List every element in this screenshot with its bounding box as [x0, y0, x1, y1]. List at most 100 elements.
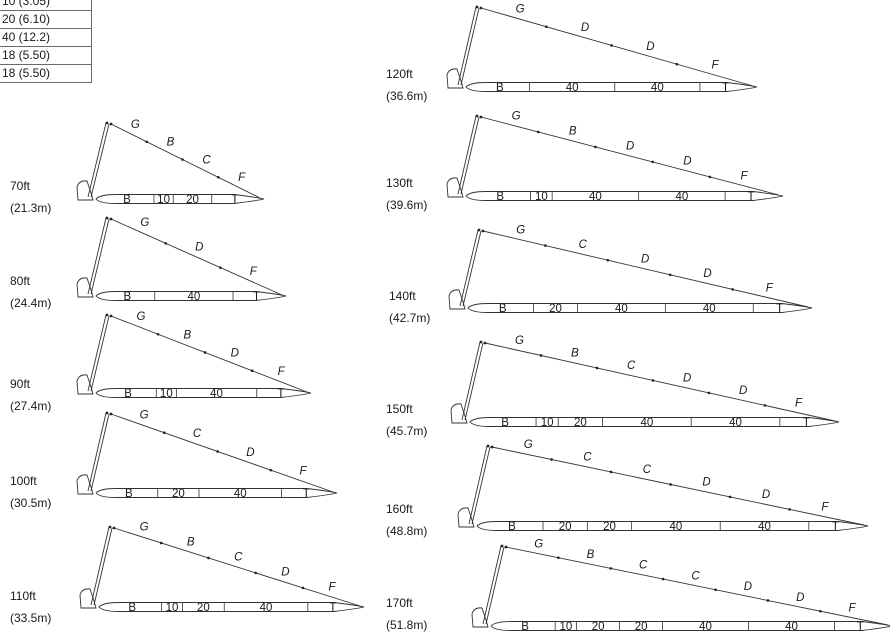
mast-line	[87, 122, 107, 198]
pendant-section-label: C	[579, 239, 588, 251]
crane-cab-icon	[76, 374, 94, 395]
pendant-section-label: G	[524, 439, 533, 451]
boom-segment-label: 40	[758, 521, 771, 533]
pendant-joint-dot	[728, 495, 732, 499]
pendant-line	[110, 123, 261, 199]
pendant-joint-dot	[207, 556, 210, 560]
crane-cab-icon	[76, 180, 94, 201]
mast-line	[90, 218, 110, 295]
boom-segment-label: 20	[549, 303, 562, 315]
boom-segment-label: B	[496, 191, 504, 203]
pendant-joint-dot	[544, 25, 548, 29]
boom-segment-label: 20	[635, 621, 648, 633]
mast-line	[87, 412, 107, 492]
mast-line	[90, 315, 110, 392]
pendant-section-label: C	[583, 452, 592, 464]
pendant-section-label: C	[691, 570, 700, 582]
pendant-section-label: D	[703, 268, 711, 280]
mast-line	[485, 546, 505, 625]
boom-length-m: (24.4m)	[10, 296, 51, 310]
pendant-joint-dot	[609, 470, 613, 474]
boom-length-ft: 70ft	[10, 179, 31, 193]
pendant-section-label: G	[515, 335, 524, 347]
legend-cell: 18 (5.50)	[0, 64, 92, 83]
pendant-section-label: D	[744, 581, 752, 593]
pendant-joint-dot	[159, 541, 163, 545]
pendant-joint-dot	[301, 586, 305, 590]
pendant-joint-dot	[269, 468, 273, 472]
pendant-line	[110, 218, 283, 296]
boom-segment-label: B	[499, 303, 507, 315]
pendant-joint-dot	[610, 44, 613, 47]
boom-segment-label: T	[857, 621, 864, 633]
mast-line	[90, 123, 110, 198]
mast-line	[471, 446, 491, 525]
boom-segment-label: 10	[541, 417, 554, 429]
boom-segment-label: 20	[574, 417, 587, 429]
boom-segment-label: B	[125, 488, 133, 500]
boom-body	[95, 388, 312, 398]
pendant-joint-dot	[651, 160, 654, 164]
boom-body	[95, 488, 338, 498]
boom-segment-label: 20	[172, 488, 185, 500]
boom-segment-label: T	[329, 602, 336, 614]
mast-line	[460, 116, 480, 195]
pendant-section-label: F	[250, 266, 258, 278]
boom-segment-label: T	[722, 82, 729, 94]
pendant-line	[110, 315, 308, 393]
pendant-section-label: F	[329, 581, 337, 593]
pendant-section-label: F	[711, 60, 719, 72]
boom-segment-label: T	[231, 194, 238, 206]
mast-head-dot	[500, 544, 504, 548]
boom-config-140: B 20 40 40 T G C D D F 140ft (42.7m)	[389, 224, 813, 325]
boom-segment-label: 40	[210, 388, 223, 400]
pendant-section-label: C	[193, 428, 202, 440]
boom-segment-label: B	[521, 621, 529, 633]
pendant-section-label: D	[683, 373, 691, 385]
mast-line	[93, 527, 113, 606]
boom-segment-label: 40	[699, 621, 712, 633]
boom-segment-label: 40	[670, 521, 683, 533]
pendant-line	[480, 7, 754, 87]
boom-body	[467, 303, 813, 313]
mast-line	[87, 217, 107, 295]
legend-cell: 40 (12.2)	[0, 28, 92, 47]
pendant-joint-dot	[156, 332, 160, 336]
boom-segment-label: 40	[785, 621, 798, 633]
pendant-line	[110, 413, 334, 493]
pendant-section-label: G	[516, 3, 525, 15]
boom-segment-label: T	[277, 388, 284, 400]
boom-segment-label: 20	[603, 521, 616, 533]
pendant-section-label: F	[766, 283, 774, 295]
pendant-joint-dot	[250, 369, 254, 373]
pendant-section-label: G	[140, 217, 149, 229]
boom-body	[490, 621, 890, 631]
crane-cab-icon	[76, 277, 94, 298]
boom-segment-label: T	[303, 488, 310, 500]
pendant-joint-dot	[766, 599, 770, 602]
boom-length-ft: 150ft	[386, 402, 413, 416]
pendant-section-label: D	[762, 489, 770, 501]
pendant-section-label: D	[246, 447, 254, 459]
pendant-section-label: B	[569, 125, 577, 137]
boom-length-ft: 100ft	[10, 474, 37, 488]
boom-segment-label: B	[508, 521, 516, 533]
boom-segment-label: 20	[559, 521, 572, 533]
pendant-joint-dot	[669, 483, 672, 486]
boom-segment-label: B	[124, 388, 132, 400]
pendant-section-label: D	[641, 253, 649, 265]
pendant-section-label: C	[639, 560, 648, 572]
pendant-section-label: C	[234, 551, 243, 563]
pendant-joint-dot	[254, 571, 257, 575]
boom-segment-label: 40	[675, 191, 688, 203]
boom-config-150: B 10 20 40 40 T G B C D D F 150ft (45.7m)	[386, 335, 840, 438]
pendant-section-label: B	[587, 549, 595, 561]
pendant-joint-dot	[594, 145, 597, 149]
boom-length-m: (45.7m)	[386, 424, 427, 438]
pendant-section-label: G	[137, 311, 146, 323]
pendant-section-label: F	[849, 603, 857, 615]
pendant-section-label: D	[626, 140, 634, 152]
mast-line	[462, 230, 482, 307]
segment-legend-table: 10 (3.05) 20 (6.10) 40 (12.2) 18 (5.50) …	[0, 0, 92, 83]
mast-line	[461, 341, 481, 421]
